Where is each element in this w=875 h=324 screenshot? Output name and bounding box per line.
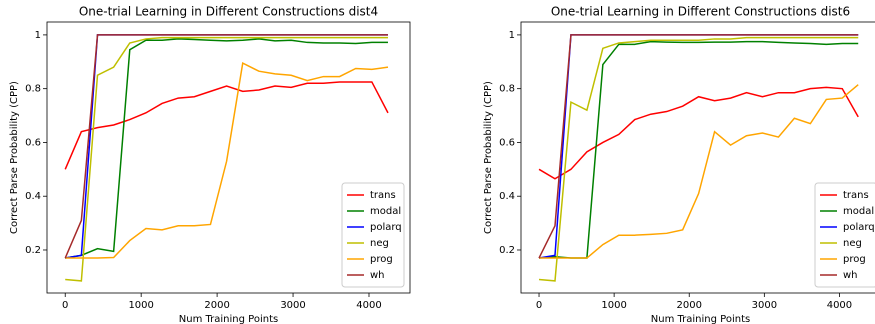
x-tick-label: 2000 xyxy=(677,300,702,311)
y-tick-label: 0.2 xyxy=(499,245,515,256)
y-tick-label: 1 xyxy=(35,30,41,41)
legend-label: neg xyxy=(843,238,862,249)
x-tick-label: 2000 xyxy=(204,300,229,311)
y-tick-label: 0.8 xyxy=(25,84,41,95)
series-line xyxy=(538,34,859,259)
x-tick-label: 0 xyxy=(62,300,68,311)
y-tick-label: 0.6 xyxy=(25,137,41,148)
legend-label: polarq xyxy=(370,222,402,233)
series-line xyxy=(65,62,389,259)
x-axis-label: Num Training Points xyxy=(651,314,750,324)
x-tick-label: 1000 xyxy=(601,300,626,311)
series-line xyxy=(538,86,859,180)
series-line xyxy=(65,34,388,259)
x-tick-label: 3000 xyxy=(752,300,777,311)
y-axis-label: Correct Parse Probability (CPP) xyxy=(483,81,494,234)
x-tick-label: 4000 xyxy=(827,300,852,311)
x-tick-label: 4000 xyxy=(356,300,381,311)
legend-label: wh xyxy=(843,270,858,281)
x-tick-label: 3000 xyxy=(280,300,305,311)
y-tick-label: 0.4 xyxy=(499,191,515,202)
x-axis-label: Num Training Points xyxy=(179,314,278,324)
chart-title: One-trial Learning in Different Construc… xyxy=(551,5,850,19)
y-tick-label: 0.6 xyxy=(499,137,515,148)
series-line xyxy=(64,81,389,170)
legend-label: prog xyxy=(370,254,393,265)
y-axis-label: Correct Parse Probability (CPP) xyxy=(9,81,20,234)
panel: One-trial Learning in Different Construc… xyxy=(9,5,411,324)
series-line xyxy=(538,40,859,259)
legend: trans modal polarq neg prog wh xyxy=(814,182,875,288)
chart-title: One-trial Learning in Different Construc… xyxy=(79,5,378,19)
plot-area xyxy=(520,21,875,294)
legend-label: neg xyxy=(370,238,389,249)
series-line xyxy=(538,36,859,282)
series-line xyxy=(65,38,388,259)
y-tick-label: 0.4 xyxy=(25,191,41,202)
series-line xyxy=(65,36,388,282)
legend-label: trans xyxy=(370,190,396,201)
legend-label: prog xyxy=(843,254,866,265)
series-line xyxy=(539,84,859,259)
legend: trans modal polarq neg prog wh xyxy=(341,182,405,288)
plot-area xyxy=(46,21,411,294)
y-tick-label: 0.8 xyxy=(499,84,515,95)
series-line xyxy=(538,34,859,259)
legend-box xyxy=(341,182,405,288)
y-tick-label: 1 xyxy=(509,30,515,41)
legend-box xyxy=(814,182,875,288)
legend-label: polarq xyxy=(843,222,875,233)
legend-label: modal xyxy=(370,206,401,217)
panel: One-trial Learning in Different Construc… xyxy=(483,5,875,324)
legend-label: trans xyxy=(843,190,869,201)
legend-label: wh xyxy=(370,270,385,281)
series-line xyxy=(64,34,388,259)
x-tick-label: 0 xyxy=(536,300,542,311)
legend-label: modal xyxy=(843,206,874,217)
x-tick-label: 1000 xyxy=(128,300,153,311)
y-tick-label: 0.2 xyxy=(25,245,41,256)
